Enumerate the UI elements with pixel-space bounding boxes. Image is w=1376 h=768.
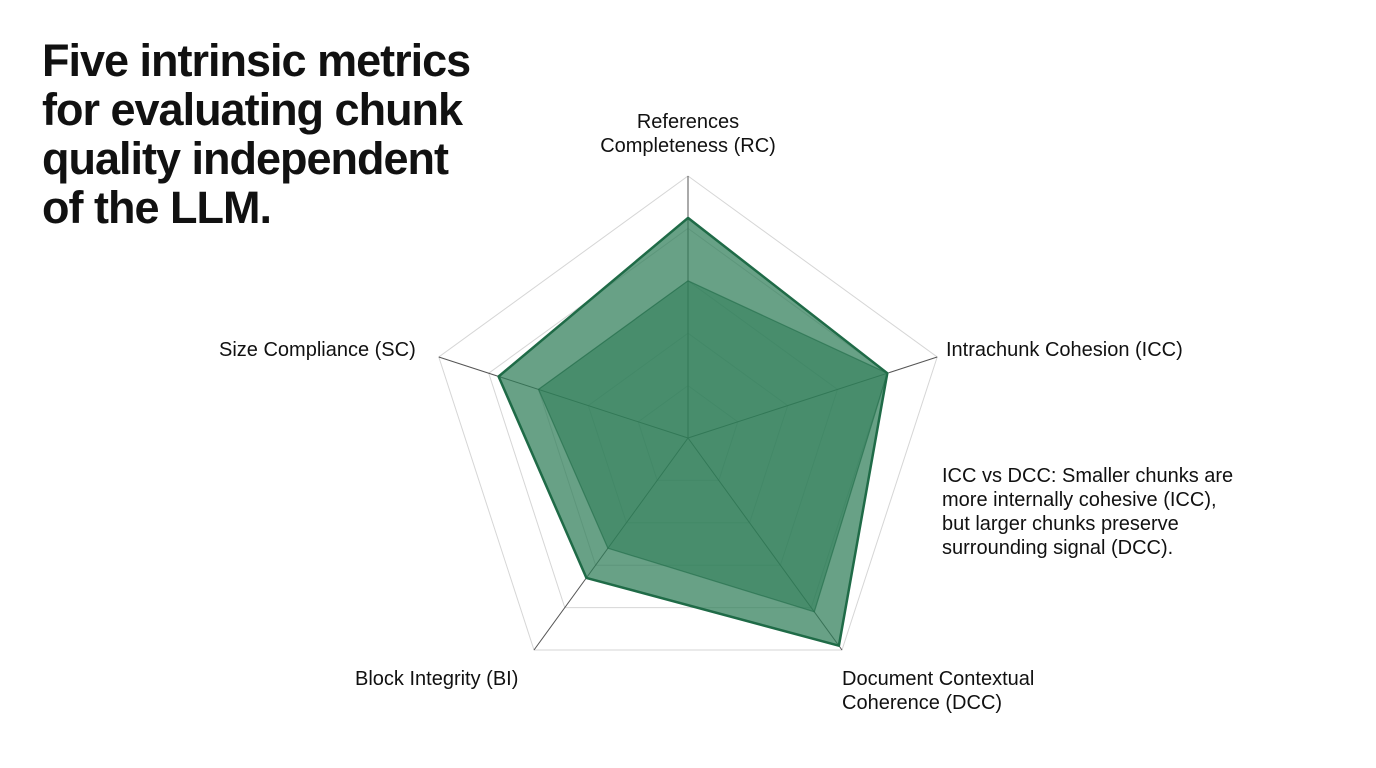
radar-series [497, 216, 889, 647]
title-line: quality independent [42, 133, 449, 184]
title-line: Five intrinsic metrics [42, 35, 471, 86]
series-area [537, 280, 888, 613]
axis-label-rc: References Completeness (RC) [600, 111, 776, 157]
axis-label-sc: Size Compliance (SC) [219, 339, 416, 361]
title-line: for evaluating chunk [42, 84, 463, 135]
axis-label-icc: Intrachunk Cohesion (ICC) [946, 339, 1183, 361]
title-line: of the LLM. [42, 182, 272, 233]
axis-label-bi: Block Integrity (BI) [355, 668, 519, 690]
icc-dcc-annotation: ICC vs DCC: Smaller chunks are more inte… [942, 465, 1234, 559]
page-title: Five intrinsic metrics for evaluating ch… [42, 36, 542, 232]
grid-ring [438, 175, 938, 651]
axis-label-dcc: Document Contextual Coherence (DCC) [842, 668, 1035, 714]
